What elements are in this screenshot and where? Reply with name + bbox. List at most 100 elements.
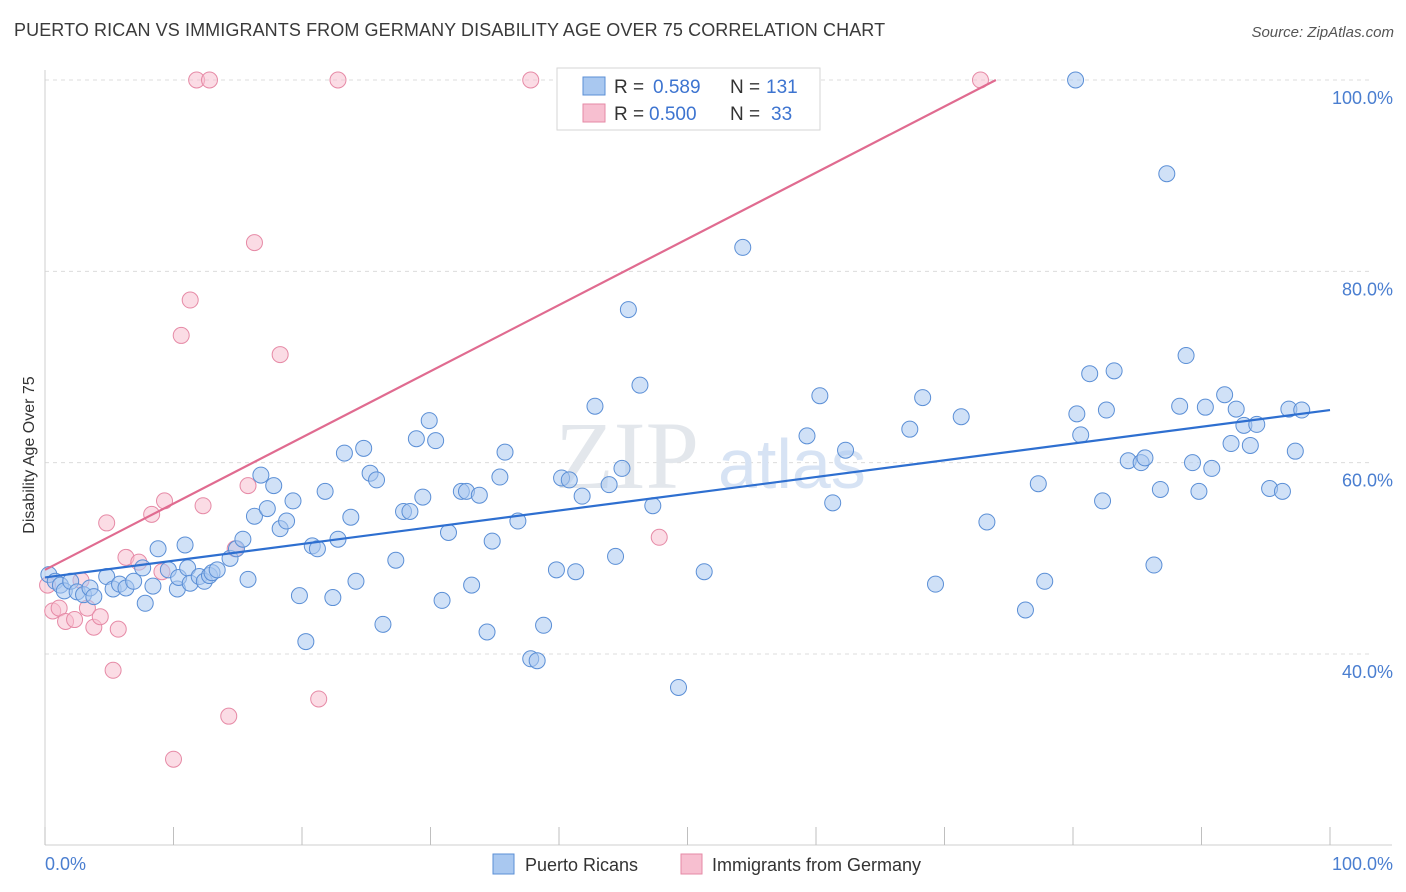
legend-r-label-1: R = bbox=[614, 77, 644, 98]
point-immigrants-from-germany-29 bbox=[329, 71, 347, 89]
point-puerto-ricans-67 bbox=[478, 623, 496, 641]
watermark: ZIP atlas bbox=[555, 402, 866, 509]
legend-n-value-2: 33 bbox=[771, 104, 792, 125]
point-puerto-ricans-52 bbox=[368, 471, 386, 489]
point-puerto-ricans-48 bbox=[342, 508, 360, 526]
point-puerto-ricans-41 bbox=[297, 633, 315, 651]
trend-lines bbox=[44, 79, 1331, 579]
point-puerto-ricans-92 bbox=[824, 494, 842, 512]
point-puerto-ricans-70 bbox=[496, 443, 514, 461]
point-puerto-ricans-130 bbox=[1293, 401, 1311, 419]
point-puerto-ricans-53 bbox=[374, 615, 392, 633]
point-immigrants-from-germany-21 bbox=[194, 497, 212, 515]
point-puerto-ricans-112 bbox=[1151, 480, 1169, 498]
bottom-legend-swatch-puerto-ricans bbox=[492, 853, 515, 875]
bottom-legend-swatch-immigrants-from-germany bbox=[680, 853, 703, 875]
watermark-atlas: atlas bbox=[718, 425, 866, 503]
bottom-legend: Puerto Ricans Immigrants from Germany bbox=[492, 853, 921, 875]
point-puerto-ricans-35 bbox=[258, 500, 276, 518]
trend-line-immigrants-from-germany bbox=[44, 79, 997, 571]
point-puerto-ricans-57 bbox=[407, 430, 425, 448]
x-tick-label-0: 0.0% bbox=[45, 854, 86, 874]
point-puerto-ricans-21 bbox=[176, 536, 194, 554]
y-tick-label-80: 80.0% bbox=[1342, 279, 1393, 299]
point-puerto-ricans-122 bbox=[1227, 400, 1245, 418]
point-puerto-ricans-47 bbox=[335, 444, 353, 462]
point-puerto-ricans-54 bbox=[387, 551, 405, 569]
point-puerto-ricans-131 bbox=[1067, 71, 1085, 89]
point-puerto-ricans-121 bbox=[1222, 435, 1240, 453]
point-immigrants-from-germany-9 bbox=[98, 514, 116, 532]
legend-r-value-1: 0.589 bbox=[653, 77, 701, 98]
point-puerto-ricans-32 bbox=[239, 570, 257, 588]
point-immigrants-from-germany-23 bbox=[220, 707, 238, 725]
stats-legend: R = 0.589 N = 131 R = 0.500 N = 33 bbox=[556, 67, 821, 131]
point-immigrants-from-germany-11 bbox=[109, 620, 127, 638]
point-puerto-ricans-17 bbox=[149, 540, 167, 558]
point-puerto-ricans-117 bbox=[1190, 482, 1208, 500]
point-puerto-ricans-82 bbox=[607, 547, 625, 565]
point-immigrants-from-germany-30 bbox=[522, 71, 540, 89]
point-puerto-ricans-111 bbox=[1145, 556, 1163, 574]
legend-n-value-1: 131 bbox=[766, 77, 798, 98]
point-puerto-ricans-58 bbox=[414, 488, 432, 506]
point-puerto-ricans-33 bbox=[245, 507, 263, 525]
point-puerto-ricans-16 bbox=[144, 577, 162, 595]
point-puerto-ricans-61 bbox=[433, 591, 451, 609]
point-puerto-ricans-8 bbox=[85, 588, 103, 606]
point-puerto-ricans-81 bbox=[600, 476, 618, 494]
point-puerto-ricans-43 bbox=[308, 540, 326, 558]
point-puerto-ricans-56 bbox=[401, 502, 419, 520]
series-puerto-ricans bbox=[40, 71, 1311, 696]
point-puerto-ricans-106 bbox=[1097, 401, 1115, 419]
point-puerto-ricans-124 bbox=[1241, 436, 1259, 454]
point-puerto-ricans-44 bbox=[316, 482, 334, 500]
point-puerto-ricans-50 bbox=[355, 439, 373, 457]
tick-labels: 40.0% 60.0% 80.0% 100.0% 0.0% 100.0% bbox=[45, 88, 1393, 874]
point-puerto-ricans-40 bbox=[290, 587, 308, 605]
point-puerto-ricans-38 bbox=[278, 512, 296, 530]
point-puerto-ricans-104 bbox=[1081, 365, 1099, 383]
point-puerto-ricans-31 bbox=[234, 530, 252, 548]
point-puerto-ricans-120 bbox=[1216, 386, 1234, 404]
point-puerto-ricans-98 bbox=[978, 513, 996, 531]
point-immigrants-from-germany-18 bbox=[172, 326, 190, 344]
point-puerto-ricans-127 bbox=[1273, 482, 1291, 500]
point-immigrants-from-germany-17 bbox=[165, 750, 182, 768]
legend-swatch-puerto-ricans bbox=[582, 76, 606, 96]
point-puerto-ricans-59 bbox=[420, 412, 438, 430]
legend-n-label-2: N = bbox=[730, 104, 760, 125]
legend-swatch-immigrants-from-germany bbox=[582, 103, 606, 123]
point-puerto-ricans-84 bbox=[619, 301, 637, 319]
point-immigrants-from-germany-31 bbox=[650, 528, 668, 546]
point-puerto-ricans-118 bbox=[1196, 398, 1214, 416]
point-puerto-ricans-116 bbox=[1184, 454, 1202, 472]
point-puerto-ricans-101 bbox=[1036, 572, 1054, 590]
point-puerto-ricans-91 bbox=[811, 387, 829, 405]
point-immigrants-from-germany-19 bbox=[181, 291, 199, 309]
point-puerto-ricans-119 bbox=[1203, 459, 1221, 477]
point-puerto-ricans-107 bbox=[1105, 362, 1123, 380]
point-puerto-ricans-62 bbox=[439, 524, 457, 542]
point-puerto-ricans-87 bbox=[670, 678, 688, 696]
point-puerto-ricans-105 bbox=[1094, 492, 1112, 510]
trend-line-puerto-ricans bbox=[44, 408, 1331, 579]
point-puerto-ricans-73 bbox=[528, 652, 546, 670]
y-tick-label-60: 60.0% bbox=[1342, 471, 1393, 491]
point-puerto-ricans-99 bbox=[1016, 601, 1034, 619]
source-label: Source: ZipAtlas.com bbox=[1251, 24, 1394, 41]
point-puerto-ricans-75 bbox=[547, 561, 565, 579]
point-puerto-ricans-34 bbox=[252, 466, 270, 484]
point-puerto-ricans-68 bbox=[483, 532, 501, 550]
point-immigrants-from-germany-27 bbox=[271, 346, 289, 364]
point-puerto-ricans-83 bbox=[613, 459, 631, 477]
y-tick-label-40: 40.0% bbox=[1342, 662, 1393, 682]
point-puerto-ricans-97 bbox=[952, 408, 970, 426]
bottom-legend-label-puerto-ricans: Puerto Ricans bbox=[525, 855, 638, 875]
point-puerto-ricans-49 bbox=[347, 572, 365, 590]
axes bbox=[44, 70, 1392, 846]
y-axis-title: Disability Age Over 75 bbox=[21, 376, 38, 534]
point-immigrants-from-germany-4 bbox=[66, 611, 84, 629]
point-immigrants-from-germany-25 bbox=[239, 477, 257, 495]
point-puerto-ricans-94 bbox=[901, 420, 919, 438]
